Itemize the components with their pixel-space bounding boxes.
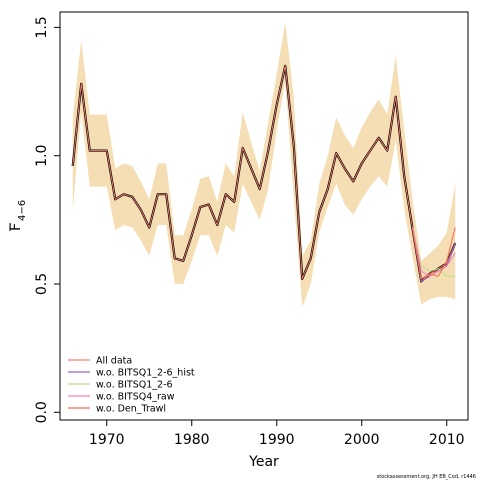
x-tick-label: 1970 — [89, 432, 125, 448]
confidence-band-area — [72, 22, 456, 308]
credit-text: stockassessment.org, JH EB_Cod, r1446 — [377, 474, 476, 480]
x-tick-label: 1980 — [174, 432, 210, 448]
y-axis-label-main: F — [8, 223, 24, 231]
y-tick-label: 0.0 — [34, 401, 50, 423]
confidence-band — [72, 22, 456, 308]
plot-frame — [59, 11, 469, 421]
legend-label: w.o. BITSQ1_2-6_hist — [96, 368, 195, 379]
series-lines — [71, 64, 457, 283]
series-line-4 — [412, 227, 456, 277]
x-axis: 1970 1980 1990 2000 2010 — [89, 420, 465, 448]
y-axis-label-subscript: 4−6 — [17, 200, 28, 221]
base-estimate-line — [72, 65, 456, 282]
legend-label: w.o. BITSQ4_raw — [96, 392, 175, 403]
x-tick-label: 2000 — [344, 432, 380, 448]
y-tick-label: 1.5 — [34, 16, 50, 38]
x-tick-label: 2010 — [429, 432, 465, 448]
x-tick-label: 1990 — [259, 432, 295, 448]
y-tick-label: 1.0 — [34, 145, 50, 167]
legend-label: w.o. BITSQ1_2-6 — [96, 380, 173, 391]
y-axis-label: F 4−6 — [8, 200, 28, 231]
x-axis-label: Year — [248, 454, 279, 470]
y-axis: 0.0 0.5 1.0 1.5 — [34, 16, 60, 423]
series-line-3 — [412, 227, 456, 277]
y-tick-label: 0.5 — [34, 273, 50, 295]
legend-label: w.o. Den_Trawl — [96, 404, 166, 415]
legend-label: All data — [96, 356, 132, 367]
series-line-5 — [412, 227, 456, 280]
